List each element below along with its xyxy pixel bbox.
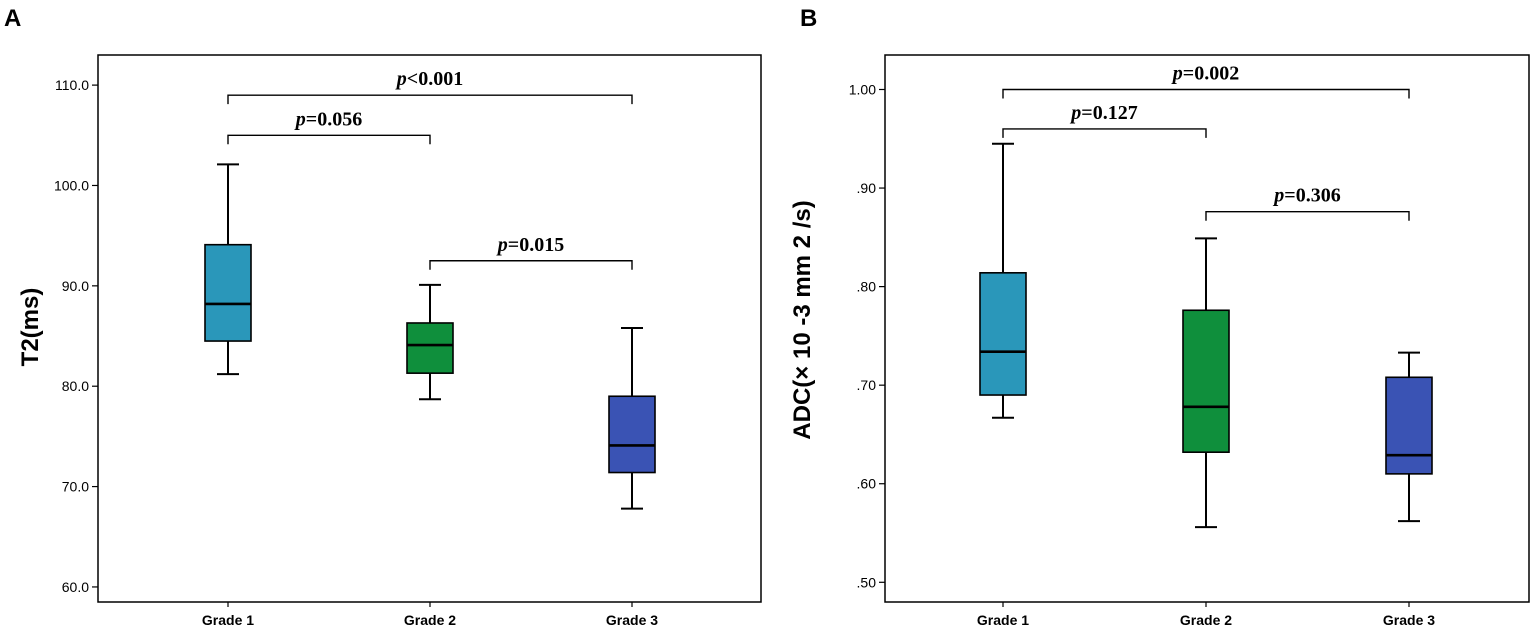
panel-b-label: B: [800, 5, 817, 32]
panel-b: B ADC(× 10 -3 mm 2 /s) .50 .60 .70 .80 .90 1.…: [789, 5, 1530, 628]
panel-a-categories: Grade 1 Grade 2 Grade 3: [202, 602, 658, 628]
panel-a-box-1: [204, 163, 252, 376]
p-value-text: =0.127: [1081, 102, 1137, 124]
panel-b-y-tick-label: 1.00: [849, 81, 876, 97]
p-value-text: =0.002: [1183, 62, 1239, 84]
panel-b-y-tick-label: .50: [857, 574, 877, 590]
p-value-text: =0.306: [1284, 185, 1340, 207]
comparison-bracket: [429, 260, 633, 270]
panel-b-y-tick-label: .60: [857, 476, 877, 492]
panel-b-categories: Grade 1 Grade 2 Grade 3: [977, 602, 1435, 628]
panel-a-category-label: Grade 2: [404, 612, 456, 628]
p-symbol: p: [395, 68, 407, 90]
p-value-text: <0.001: [407, 68, 463, 90]
panel-b-category-label: Grade 1: [977, 612, 1029, 628]
panel-a-comparison-3: p=0.015: [429, 234, 633, 270]
p-value-label: p=0.002: [1171, 62, 1239, 84]
panel-b-comparison-3: p=0.306: [1205, 185, 1410, 221]
p-value-text: =0.056: [306, 108, 362, 130]
p-symbol: p: [1171, 62, 1183, 84]
p-value-label: p=0.306: [1272, 185, 1340, 207]
panel-b-comparison-1: p=0.002: [1002, 62, 1410, 99]
panel-a-comparison-1: p<0.001: [227, 68, 633, 105]
iqr-box: [1385, 376, 1433, 475]
panel-b-box-3: [1385, 351, 1433, 523]
p-value-label: p=0.056: [294, 108, 362, 130]
comparison-bracket: [1205, 211, 1410, 221]
panel-a-box-3: [608, 326, 656, 510]
p-value-text: =0.015: [508, 234, 564, 256]
panel-a-comparison-2: p=0.056: [227, 108, 431, 145]
panel-a-box-2: [406, 283, 454, 401]
panel-b-box-2: [1182, 237, 1230, 529]
panel-a-y-tick-label: 100.0: [54, 177, 89, 193]
panel-b-y-tick-label: .70: [857, 377, 877, 393]
comparison-bracket: [227, 94, 633, 105]
comparison-bracket: [1002, 88, 1410, 99]
panel-b-category-label: Grade 2: [1180, 612, 1232, 628]
panel-b-y-tick-label: .90: [857, 180, 877, 196]
panel-a-y-axis-label: T2(ms): [17, 288, 44, 367]
p-symbol: p: [294, 108, 306, 130]
comparison-bracket: [1002, 128, 1207, 138]
iqr-box: [204, 243, 252, 342]
panel-b-y-axis-label: ADC(× 10 -3 mm 2 /s): [789, 200, 816, 439]
panel-b-category-label: Grade 3: [1383, 612, 1435, 628]
panel-b-box-1: [979, 142, 1027, 419]
panel-a-label: A: [4, 5, 21, 32]
panel-a: A T2(ms) 60.0 70.0 80.0 90.0 100.0 110.0 Grad…: [4, 5, 762, 628]
panel-a-category-label: Grade 1: [202, 612, 254, 628]
panel-b-y-tick-label: .80: [857, 279, 877, 295]
p-symbol: p: [1272, 185, 1284, 207]
iqr-box: [608, 395, 656, 474]
iqr-box: [979, 272, 1027, 396]
panel-a-y-tick-label: 60.0: [62, 579, 89, 595]
panel-a-y-ticks: 60.0 70.0 80.0 90.0 100.0 110.0: [54, 77, 98, 595]
panel-a-y-tick-label: 70.0: [62, 479, 89, 495]
panel-b-boxes: [979, 142, 1433, 529]
panel-b-comparison-2: p=0.127: [1002, 102, 1207, 138]
comparison-bracket: [227, 134, 431, 145]
iqr-box: [1182, 309, 1230, 453]
panel-a-y-tick-label: 110.0: [55, 77, 89, 93]
panel-b-plot-frame: [884, 54, 1530, 603]
panel-b-y-ticks: .50 .60 .70 .80 .90 1.00: [849, 81, 885, 590]
panel-a-category-label: Grade 3: [606, 612, 658, 628]
p-symbol: p: [1069, 102, 1081, 124]
panel-a-y-tick-label: 80.0: [62, 378, 89, 394]
p-symbol: p: [496, 234, 508, 256]
iqr-box: [406, 322, 454, 374]
panel-a-y-tick-label: 90.0: [62, 278, 89, 294]
p-value-label: p=0.015: [496, 234, 564, 256]
p-value-label: p=0.127: [1069, 102, 1137, 124]
panel-a-boxes: [204, 163, 656, 510]
p-value-label: p<0.001: [395, 68, 463, 90]
